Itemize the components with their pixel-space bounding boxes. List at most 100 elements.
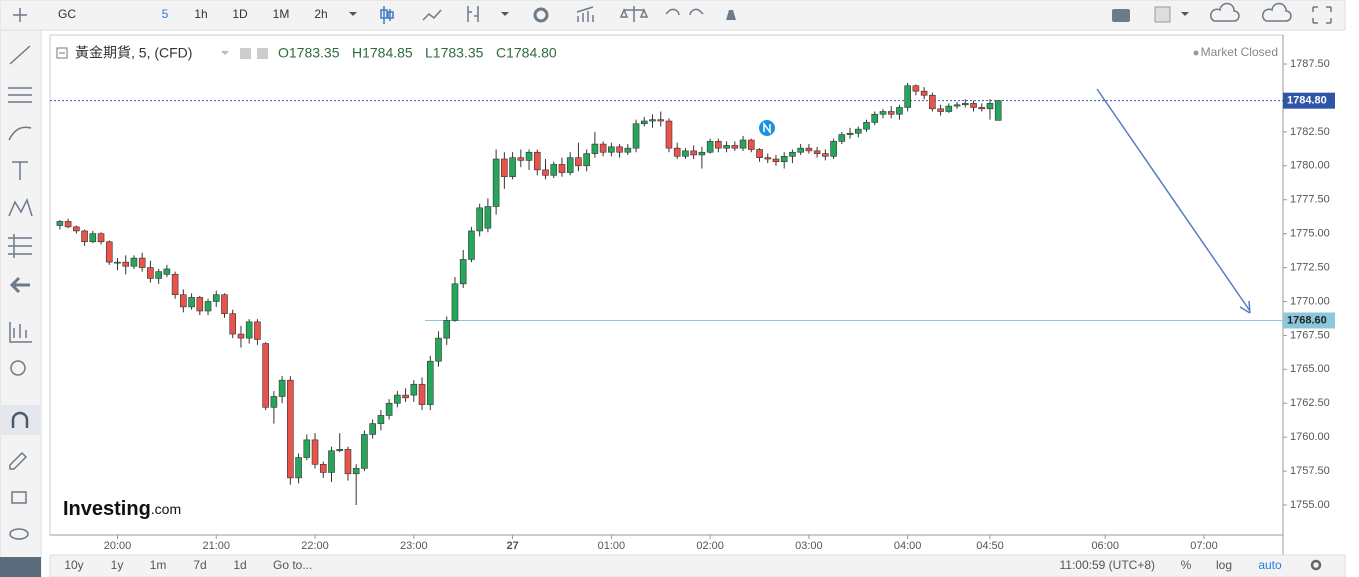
- candle-body: [171, 274, 179, 296]
- candle-body: [287, 379, 294, 479]
- candle-body: [780, 156, 788, 163]
- market-status: Market Closed: [1201, 45, 1278, 59]
- candle-body: [863, 122, 870, 130]
- symbol[interactable]: GC: [58, 7, 76, 21]
- candle-body: [245, 321, 253, 339]
- scale-icon[interactable]: [619, 6, 649, 22]
- cloud-down-icon[interactable]: [1210, 2, 1240, 22]
- pattern-icon[interactable]: [8, 198, 33, 217]
- arrow-head: [1239, 300, 1251, 314]
- text-icon[interactable]: [12, 161, 28, 180]
- candle-icon[interactable]: [380, 6, 394, 24]
- candle-body: [822, 153, 829, 157]
- eye-toggle[interactable]: [240, 48, 251, 59]
- scale-option[interactable]: %: [1181, 558, 1192, 572]
- candle-body: [608, 146, 615, 153]
- candle-body: [673, 147, 681, 157]
- range-button[interactable]: 1d: [233, 558, 246, 572]
- interval[interactable]: 2h: [314, 7, 327, 21]
- candle-body: [756, 149, 763, 158]
- clock: 11:00:59 (UTC+8): [1060, 558, 1156, 572]
- brush-icon[interactable]: [8, 126, 32, 141]
- left-toolbar-bg: [0, 29, 42, 577]
- area-icon[interactable]: [422, 9, 442, 21]
- magnet-icon[interactable]: [11, 411, 29, 428]
- undo-icon[interactable]: [665, 8, 680, 16]
- interval[interactable]: 1D: [232, 7, 248, 21]
- scale-option[interactable]: auto: [1258, 558, 1282, 572]
- line-icon[interactable]: [9, 45, 31, 65]
- x-tick-label: 04:50: [976, 540, 1004, 552]
- interval[interactable]: 1h: [194, 7, 207, 21]
- caret[interactable]: [221, 51, 229, 55]
- alert-icon[interactable]: [726, 10, 736, 20]
- hlines-icon[interactable]: [8, 87, 32, 103]
- price-label: 1768.60: [1287, 314, 1327, 326]
- compare-icon[interactable]: [576, 6, 594, 22]
- range-button[interactable]: 7d: [193, 558, 206, 572]
- camera-icon[interactable]: [1112, 9, 1130, 22]
- candle-body: [838, 134, 846, 142]
- interval[interactable]: 1M: [273, 7, 290, 21]
- interval[interactable]: 5: [162, 7, 169, 21]
- crosshair-icon[interactable]: [13, 8, 27, 22]
- magnet-active[interactable]: [1, 405, 40, 435]
- lock-icon[interactable]: [11, 491, 27, 504]
- lock-draw-icon[interactable]: [9, 451, 28, 470]
- indicator-icon[interactable]: [467, 6, 479, 22]
- fullscreen-icon[interactable]: [1312, 6, 1332, 24]
- y-tick-label: 1787.50: [1290, 58, 1330, 70]
- caret[interactable]: [1181, 12, 1189, 16]
- candle-body: [830, 141, 837, 157]
- candle-body: [813, 150, 821, 154]
- candle-body: [229, 313, 237, 335]
- x-tick-label: 04:00: [894, 540, 922, 552]
- candle-body: [352, 468, 360, 475]
- goto-button[interactable]: Go to...: [273, 558, 312, 572]
- range-button[interactable]: 10y: [64, 558, 83, 572]
- candle-body: [953, 104, 961, 107]
- back-icon[interactable]: [9, 276, 30, 294]
- cloud-up-icon[interactable]: [1262, 2, 1292, 22]
- fib-icon[interactable]: [8, 234, 32, 258]
- candle-body: [328, 450, 335, 473]
- y-tick-label: 1767.50: [1290, 329, 1330, 341]
- candle-body: [336, 449, 344, 452]
- ohlc-value: L1783.35: [425, 45, 484, 61]
- settings-icon[interactable]: [533, 7, 549, 23]
- redo-icon[interactable]: [689, 8, 704, 16]
- range-button[interactable]: 1m: [150, 558, 167, 572]
- scale-option[interactable]: log: [1216, 558, 1232, 572]
- candle-body: [311, 439, 319, 465]
- toolbar-icons: [349, 2, 1332, 24]
- eye-icon[interactable]: [9, 528, 29, 540]
- candle-body: [262, 343, 269, 408]
- settings-toggle[interactable]: [257, 48, 268, 59]
- measure-icon[interactable]: [9, 322, 32, 343]
- candle-body: [418, 383, 426, 405]
- y-tick-label: 1770.00: [1290, 295, 1330, 307]
- zoom-icon[interactable]: [10, 360, 26, 376]
- x-tick-label: 23:00: [400, 540, 428, 552]
- left-toolbar: [0, 8, 42, 577]
- candle-body: [854, 128, 862, 134]
- collapse-btn[interactable]: [0, 557, 41, 577]
- candle-body: [879, 111, 887, 115]
- candle-body: [97, 233, 105, 243]
- arrow-line[interactable]: [1096, 88, 1251, 312]
- color-box[interactable]: [1154, 6, 1171, 23]
- candle-body: [542, 169, 549, 176]
- candle-body: [130, 257, 138, 267]
- caret[interactable]: [349, 12, 357, 16]
- gear-icon[interactable]: [1310, 559, 1322, 571]
- collapse-box[interactable]: [56, 47, 68, 59]
- candle-body: [937, 108, 944, 112]
- ohlc-value: O1783.35: [278, 45, 340, 61]
- candle-body: [624, 147, 632, 153]
- candle-body: [690, 150, 697, 156]
- candle-body: [410, 383, 418, 396]
- range-button[interactable]: 1y: [111, 558, 124, 572]
- caret[interactable]: [501, 12, 509, 16]
- candle-body: [105, 241, 113, 263]
- candle-body: [558, 164, 566, 173]
